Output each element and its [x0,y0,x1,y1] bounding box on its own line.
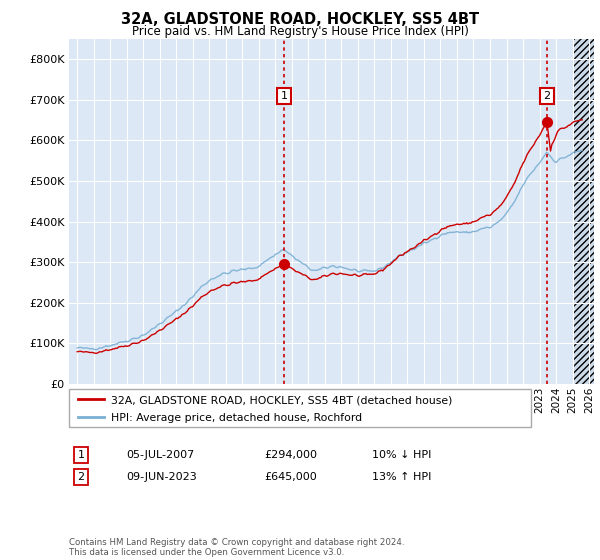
Text: 13% ↑ HPI: 13% ↑ HPI [372,472,431,482]
Text: £294,000: £294,000 [264,450,317,460]
Text: Price paid vs. HM Land Registry's House Price Index (HPI): Price paid vs. HM Land Registry's House … [131,25,469,38]
Text: 2: 2 [77,472,85,482]
Text: Contains HM Land Registry data © Crown copyright and database right 2024.
This d: Contains HM Land Registry data © Crown c… [69,538,404,557]
Text: 10% ↓ HPI: 10% ↓ HPI [372,450,431,460]
Text: £645,000: £645,000 [264,472,317,482]
Text: 1: 1 [77,450,85,460]
Text: 1: 1 [281,91,288,101]
Text: 32A, GLADSTONE ROAD, HOCKLEY, SS5 4BT (detached house): 32A, GLADSTONE ROAD, HOCKLEY, SS5 4BT (d… [110,395,452,405]
Text: 32A, GLADSTONE ROAD, HOCKLEY, SS5 4BT: 32A, GLADSTONE ROAD, HOCKLEY, SS5 4BT [121,12,479,27]
Text: 2: 2 [543,91,550,101]
Text: 09-JUN-2023: 09-JUN-2023 [126,472,197,482]
Text: HPI: Average price, detached house, Rochford: HPI: Average price, detached house, Roch… [110,413,362,423]
Bar [572,39,598,384]
Text: 05-JUL-2007: 05-JUL-2007 [126,450,194,460]
